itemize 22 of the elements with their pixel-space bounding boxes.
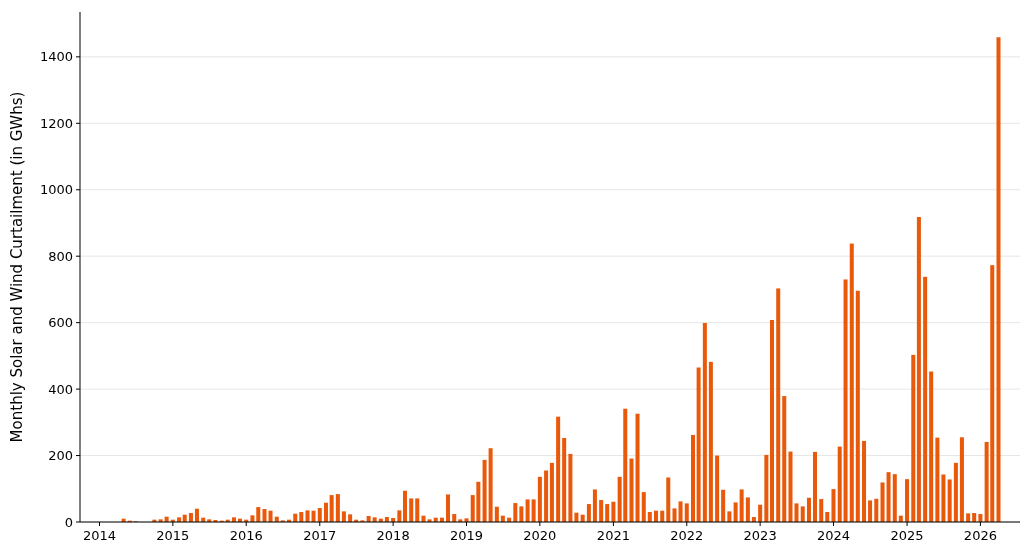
x-tick-label: 2021 (596, 528, 630, 543)
x-tick-label: 2022 (670, 528, 704, 543)
x-tick-label: 2026 (963, 528, 997, 543)
y-tick-label: 0 (64, 514, 73, 530)
y-tick-label: 1000 (39, 182, 73, 198)
y-tick-label: 600 (48, 315, 73, 331)
x-tick-label: 2014 (82, 528, 117, 543)
x-tick-label: 2024 (816, 528, 851, 543)
x-tick-label: 2023 (743, 528, 777, 543)
x-tick-label: 2025 (890, 528, 924, 543)
y-tick-label: 800 (48, 248, 73, 264)
x-tick-label: 2020 (523, 528, 557, 543)
x-tick-label: 2017 (303, 528, 337, 543)
y-axis-title: Monthly Solar and Wind Curtailment (in GWhs) (8, 91, 26, 443)
y-tick-label: 1200 (39, 115, 73, 131)
x-tick-label: 2019 (449, 528, 484, 543)
x-tick-label: 2018 (376, 528, 410, 543)
x-tick-label: 2015 (156, 528, 190, 543)
y-tick-label: 1400 (39, 49, 73, 65)
y-tick-label: 400 (48, 381, 73, 397)
y-tick-label: 200 (48, 448, 73, 464)
x-tick-label: 2016 (229, 528, 263, 543)
